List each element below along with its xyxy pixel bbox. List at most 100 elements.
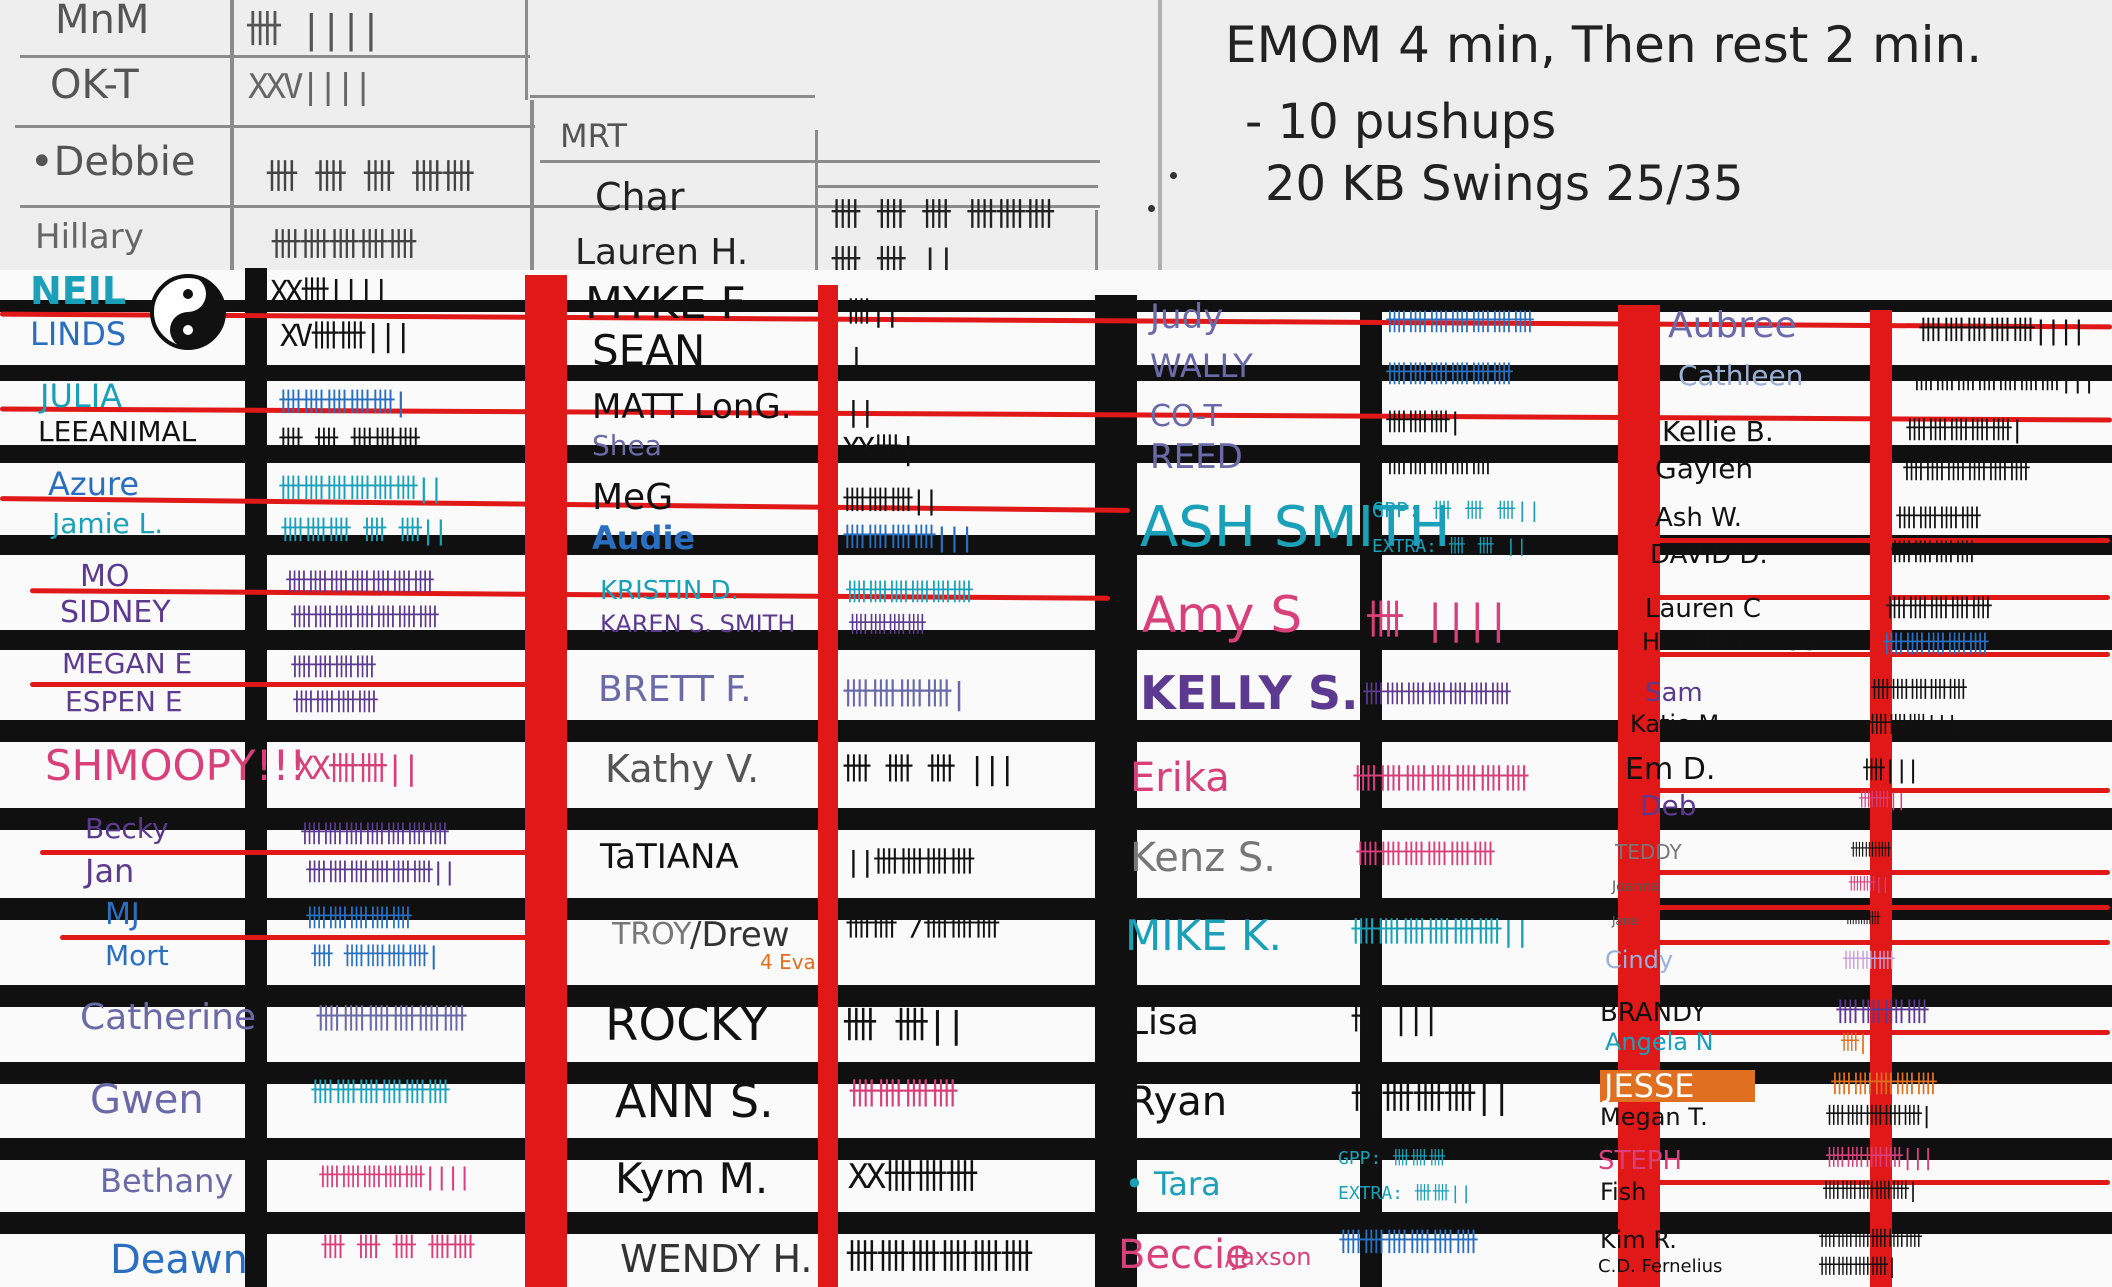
tally-heather: 卌卌卌卌卌	[1882, 630, 1990, 658]
tally-mike: 卌卌卌卌卌卌||	[1350, 915, 1531, 948]
name-tatiana: TaTIANA	[600, 837, 739, 877]
name-megan-e: MEGAN E	[62, 647, 193, 680]
tally-mort: 卌 卌卌卌卌|	[310, 942, 441, 970]
tally-catherine: 卌卌卌卌卌卌	[315, 1002, 468, 1035]
name-gaylen: Gaylen	[1655, 452, 1754, 485]
tally-neil: XX卌||||	[270, 275, 390, 310]
name-troy: TROY	[612, 917, 692, 952]
tally-gaylen: 卌卌卌卌卌卌	[1902, 456, 2031, 484]
name-ryan: Ryan	[1128, 1079, 1228, 1125]
tally-shea: XX卌|	[842, 432, 917, 467]
tally-tara-extra: EXTRA: 卌卌||	[1338, 1183, 1472, 1204]
red-strike-line	[40, 850, 560, 855]
tally-shmoopy: XX卌卌||	[295, 749, 421, 787]
black-tape-column	[1095, 295, 1137, 1287]
tally-rocky: 卌 卌||	[842, 1005, 967, 1046]
upper-name-mrt: MRT	[560, 117, 628, 155]
tally-ash-w: 卌卌卌卌	[1895, 504, 1982, 532]
name-mo: MO	[80, 559, 130, 594]
upper-name-char: Char	[595, 175, 685, 219]
upper-name-okt: OK-T	[50, 62, 139, 108]
upper-grid-line	[815, 130, 818, 270]
name-tara: • Tara	[1125, 1165, 1221, 1203]
upper-tally-char: 卌 卌 卌 卌卌卌	[830, 195, 1056, 233]
tally-jesse: 卌卌卌卌卌	[1830, 1070, 1938, 1098]
name-david: DAVID D.	[1650, 540, 1768, 570]
upper-grid-line	[230, 0, 234, 270]
tally-mo: 卌卌卌卌卌卌卌	[285, 568, 435, 596]
tally-joanna: 卌卌||	[1848, 874, 1890, 893]
yin-yang-icon	[150, 274, 226, 350]
tally-steph: 卌卌卌卌|||	[1825, 1146, 1935, 1171]
name-kim: Kim R.	[1600, 1226, 1677, 1254]
magnet-dot	[1148, 205, 1155, 212]
name-erika: Erika	[1130, 755, 1230, 801]
tally-david: 卌卌卌卌	[1890, 538, 1977, 566]
name-deawn: Deawn	[110, 1237, 248, 1283]
tally-kim: 卌卌卌卌卌卌	[1818, 1226, 1923, 1250]
upper-grid-line	[818, 185, 1098, 188]
name-em: Em D.	[1625, 752, 1716, 787]
name-kenz: Kenz S.	[1130, 835, 1277, 881]
leaderboard	[0, 270, 2112, 1287]
workout-line-1: EMOM 4 min, Then rest 2 min.	[1225, 16, 1983, 74]
black-tape-column	[245, 268, 267, 1287]
name-meg: MeG	[592, 477, 674, 518]
tally-ann: 卌卌卌卌	[848, 1077, 959, 1112]
red-tape-column	[818, 285, 838, 1287]
name-leeanimal: LEEANIMAL	[38, 415, 197, 448]
tally-julia: 卌卌卌卌卌|	[278, 388, 409, 418]
red-strike-line	[1630, 905, 2110, 910]
name-drew: /Drew	[690, 915, 790, 955]
name-audie: Audie	[592, 519, 696, 557]
name-cathleen: Cathleen	[1678, 359, 1804, 392]
tally-troy: 卌卌 /卌卌卌	[845, 909, 1001, 942]
name-neil: NEIL	[30, 269, 127, 313]
name-jesse: JESSE	[1600, 1070, 1755, 1102]
name-sam: Sam	[1645, 678, 1703, 708]
red-strike-line	[30, 682, 550, 687]
red-tape-column	[1870, 310, 1892, 1287]
red-strike-line	[1630, 538, 2110, 543]
name-brandy: BRANDY	[1600, 998, 1707, 1028]
name-steph: STEPH	[1598, 1146, 1683, 1176]
tally-kristin: 卌卌卌卌卌卌	[845, 578, 974, 606]
name-rocky: ROCKY	[605, 996, 769, 1052]
red-strike-line	[1630, 1030, 2110, 1035]
red-strike-line	[1630, 788, 2110, 793]
name-amy: Amy S	[1142, 586, 1303, 644]
tally-linds: XV卌卌|||	[280, 319, 412, 354]
name-shmoopy: SHMOOPY!!!	[45, 741, 307, 790]
tally-tatiana: ||卌卌卌卌	[845, 845, 976, 878]
tally-ash-gpp: GPP: 卌 卌 卌||	[1372, 498, 1541, 522]
tally-kym: XX卌卌卌	[848, 1157, 979, 1197]
tally-lauren-c: 卌卌卌卌卌	[1885, 594, 1993, 622]
tally-teddy: 卌卌卌	[1850, 840, 1892, 859]
upper-tally-okt: XXV||||	[248, 67, 373, 107]
red-tape-column	[525, 275, 567, 1287]
name-kym: Kym M.	[615, 1154, 769, 1203]
name-julia: JULIA	[40, 377, 123, 415]
upper-tally-debbie: 卌 卌 卌 卌卌	[265, 157, 475, 197]
tally-jan: 卌卌卌卌卌卌||	[305, 858, 457, 886]
black-tape-row	[0, 720, 2112, 742]
name-linds: LINDS	[30, 315, 127, 353]
tally-wally: 卌卌卌卌卌卌	[1385, 360, 1514, 388]
name-sean: SEAN	[592, 326, 706, 375]
red-tape-column	[1618, 305, 1660, 1287]
tally-cot: 卌卌卌|	[1385, 408, 1462, 436]
name-aubree: Aubree	[1668, 305, 1797, 346]
name-reed: REED	[1150, 437, 1243, 477]
tally-cindy: 卌卌卌	[1842, 948, 1896, 972]
board-divider	[1158, 0, 1162, 300]
name-bethany: Bethany	[100, 1162, 234, 1200]
name-espen-e: ESPEN E	[65, 685, 183, 718]
name-wally: WALLY	[1150, 347, 1253, 385]
name-ash-w: Ash W.	[1655, 503, 1743, 533]
tally-kelly: 卌卌卌卌卌卌卌	[1362, 680, 1512, 708]
name-kellie: Kellie B.	[1662, 415, 1774, 448]
upper-grid-line	[15, 125, 535, 128]
upper-name-lauren-h: Lauren H.	[575, 232, 749, 273]
name-myke: MYKE F	[585, 278, 746, 329]
name-kelly: KELLY S.	[1140, 666, 1359, 720]
